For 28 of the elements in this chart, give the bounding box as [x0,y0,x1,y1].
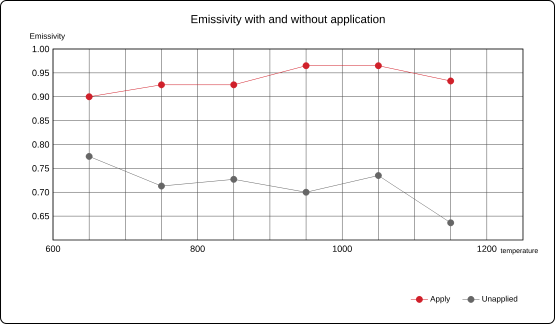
point [86,152,93,160]
y-tick-label: 0.75 [32,165,50,172]
y-tick-label: 0.90 [32,94,50,100]
point [86,93,93,100]
point [230,176,238,183]
y-axis-title: Emissivity [30,33,66,40]
point [302,188,310,196]
y-tick-label: 1.00 [32,46,50,52]
y-tick-label: 0.85 [32,117,50,124]
x-tick-label: 1200 [478,246,496,252]
legend-label: Unapplied [482,296,518,304]
point [447,78,454,84]
x-tick-label: 600 [46,246,60,252]
point [230,81,238,88]
y-tick-label: 0.65 [32,212,50,220]
y-tick-label: 0.80 [32,141,50,148]
point [158,182,165,190]
point [158,81,165,88]
point [302,62,310,70]
x-tick-label: 1000 [332,246,352,252]
x-tick-label: 800 [190,246,205,252]
chart-title: Emissivity with and without application [191,14,385,26]
point [374,172,382,179]
legend-label: Apply [430,296,450,304]
y-tick-label: 0.95 [32,70,50,76]
y-tick-label: 0.70 [32,189,50,196]
point [374,62,382,70]
point [447,219,454,226]
